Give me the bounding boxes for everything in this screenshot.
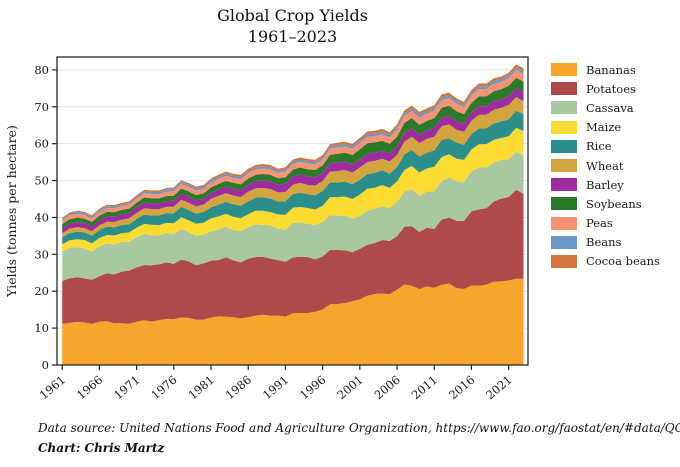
legend-item-cocoa-beans: Cocoa beans (551, 252, 660, 271)
y-tick-label: 20 (34, 284, 49, 298)
legend-label: Maize (586, 120, 622, 135)
chart-title: Global Crop Yields 1961–2023 (57, 5, 528, 47)
legend-swatch (551, 82, 577, 96)
x-tick-label: 1996 (297, 373, 328, 403)
area-barley (62, 88, 524, 234)
legend-swatch (551, 216, 577, 230)
y-tick-label: 60 (34, 137, 49, 151)
y-tick-label: 30 (34, 247, 49, 261)
chart-title-line2: 1961–2023 (247, 27, 338, 46)
legend-item-peas: Peas (551, 214, 660, 233)
plot-border (56, 56, 529, 366)
area-maize (62, 127, 524, 252)
x-tick-label: 1961 (37, 373, 68, 403)
footer-data-source: Data source: United Nations Food and Agr… (38, 421, 680, 435)
footer-chart-credit: Chart: Chris Martz (38, 441, 165, 455)
x-tick-label: 2016 (446, 373, 477, 403)
x-tick-label: 1986 (223, 373, 254, 403)
legend-swatch (551, 63, 577, 77)
legend-label: Beans (586, 235, 622, 250)
x-tick-label: 1966 (74, 373, 105, 403)
legend-item-soybeans: Soybeans (551, 194, 660, 213)
legend-swatch (551, 178, 577, 192)
x-tick-label: 2001 (334, 373, 365, 403)
area-rice (62, 110, 524, 245)
legend-label: Cassava (586, 100, 634, 115)
legend-item-cassava: Cassava (551, 98, 660, 117)
chart-title-line1: Global Crop Yields (217, 6, 368, 25)
area-peas (62, 70, 524, 224)
x-tick-label: 1971 (111, 373, 142, 403)
legend-label: Soybeans (586, 196, 642, 211)
legend-label: Potatoes (586, 81, 636, 96)
y-axis-label: Yields (tonnes per hectare) (4, 125, 19, 298)
area-wheat (62, 97, 524, 238)
legend-swatch (551, 120, 577, 134)
legend-label: Bananas (586, 62, 636, 77)
area-potatoes (62, 189, 524, 324)
x-tick-label: 1991 (260, 373, 291, 403)
x-tick-label: 2021 (483, 373, 514, 403)
legend-label: Cocoa beans (586, 254, 660, 269)
legend-swatch (551, 101, 577, 115)
area-cassava (62, 152, 524, 281)
legend-label: Barley (586, 177, 624, 192)
legend-item-beans: Beans (551, 233, 660, 252)
legend-item-barley: Barley (551, 175, 660, 194)
x-tick-label: 1976 (148, 373, 179, 403)
area-series-group (62, 64, 524, 365)
y-tick-label: 70 (34, 100, 49, 114)
legend-label: Peas (586, 216, 613, 231)
y-tick-label: 10 (34, 321, 49, 335)
x-tick-label: 1981 (185, 373, 216, 403)
legend-item-wheat: Wheat (551, 156, 660, 175)
legend-item-bananas: Bananas (551, 60, 660, 79)
legend-swatch (551, 235, 577, 249)
x-tick-label: 2006 (371, 373, 402, 403)
area-bananas (62, 278, 524, 365)
legend-item-potatoes: Potatoes (551, 79, 660, 98)
legend-item-rice: Rice (551, 137, 660, 156)
legend-swatch (551, 139, 577, 153)
legend: Bananas Potatoes Cassava Maize Rice Wheat Barl… (551, 60, 660, 271)
legend-item-maize: Maize (551, 118, 660, 137)
x-tick-label: 2011 (409, 373, 440, 403)
legend-label: Wheat (586, 158, 624, 173)
y-tick-label: 50 (34, 174, 49, 188)
y-tick-label: 80 (34, 63, 49, 77)
axis-ticks (52, 69, 510, 370)
legend-swatch (551, 197, 577, 211)
area-soybeans (62, 77, 524, 229)
legend-swatch (551, 254, 577, 268)
y-tick-label: 40 (34, 210, 49, 224)
legend-swatch (551, 159, 577, 173)
y-tick-label: 0 (42, 358, 49, 372)
legend-label: Rice (586, 139, 612, 154)
